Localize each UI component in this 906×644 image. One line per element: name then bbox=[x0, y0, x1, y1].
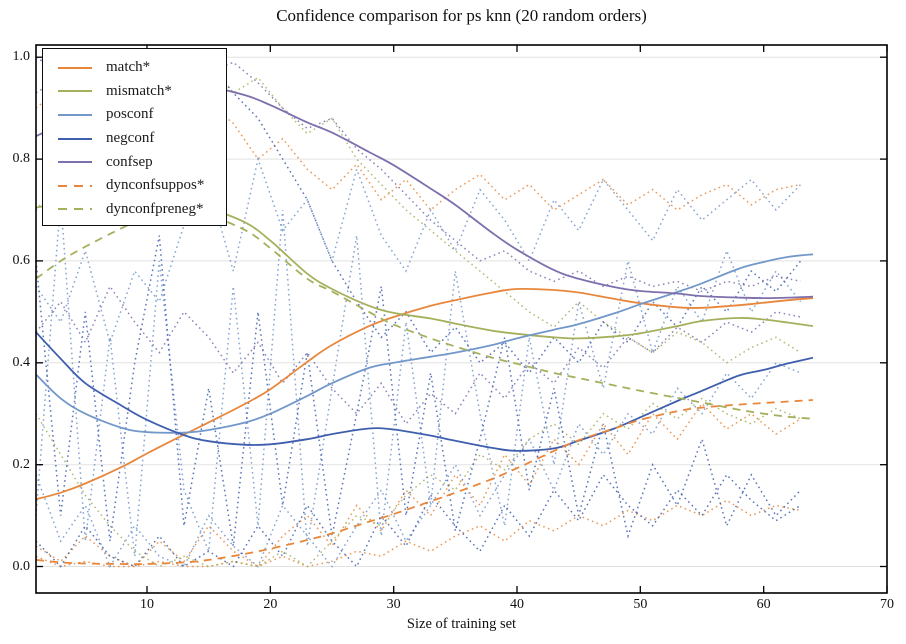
chart-title: Confidence comparison for ps knn (20 ran… bbox=[276, 6, 647, 25]
legend-line-sample bbox=[58, 90, 92, 93]
envelope-line-mismatch*-min bbox=[35, 397, 801, 568]
legend-entry-mismatch: mismatch* bbox=[58, 80, 226, 104]
x-tick-label: 30 bbox=[386, 597, 401, 612]
series-line-negconf bbox=[35, 331, 814, 452]
legend-line-sample bbox=[58, 184, 92, 187]
envelope-line-negconf-run bbox=[35, 235, 802, 547]
legend-label: posconf bbox=[106, 106, 154, 123]
envelope-line-match*-run bbox=[35, 402, 802, 568]
legend-line-sample bbox=[58, 66, 92, 69]
legend-label: negconf bbox=[106, 130, 155, 147]
legend-line-sample bbox=[58, 113, 92, 116]
legend-entry-dynconfsuppos: dynconfsuppos* bbox=[58, 174, 226, 198]
x-tick-label: 10 bbox=[140, 597, 154, 612]
y-tick-label: 0.4 bbox=[12, 354, 31, 370]
envelope-line-mismatch*-max bbox=[35, 61, 802, 364]
envelope-line-confsep-max bbox=[35, 56, 801, 293]
x-tick-label: 20 bbox=[263, 597, 278, 612]
y-tick-label: 1.0 bbox=[12, 49, 31, 65]
envelope-line-negconf-min bbox=[35, 473, 802, 568]
y-tick-label: 0.6 bbox=[12, 252, 31, 268]
envelope-line-match*-min bbox=[35, 499, 801, 568]
envelope-line-posconf-run bbox=[35, 199, 802, 557]
x-tick-label: 50 bbox=[633, 597, 648, 612]
legend-line-sample bbox=[58, 161, 92, 164]
x-tick-label: 40 bbox=[510, 597, 524, 612]
legend-entry-match: match* bbox=[58, 56, 226, 80]
legend-label: confsep bbox=[106, 153, 153, 170]
legend-entry-negconf: negconf bbox=[58, 127, 226, 151]
legend-line-sample bbox=[58, 137, 92, 140]
y-tick-label: 0.8 bbox=[12, 151, 31, 167]
legend-entry-posconf: posconf bbox=[58, 103, 226, 127]
axes-spines bbox=[35, 44, 888, 594]
y-tick-label: 0.0 bbox=[12, 558, 31, 574]
series-line-dynconfpreneg bbox=[35, 210, 814, 420]
envelope-line-posconf-min bbox=[35, 361, 801, 569]
y-tick-label: 0.2 bbox=[12, 456, 31, 472]
series-line-dynconfsuppos bbox=[35, 399, 814, 566]
series-line-match bbox=[35, 287, 814, 501]
legend-label: dynconfpreneg* bbox=[106, 200, 204, 217]
legend-label: mismatch* bbox=[106, 82, 172, 99]
series-line-posconf bbox=[35, 253, 814, 434]
legend: match* mismatch* posconf negconf confsep… bbox=[42, 48, 227, 226]
x-tick-label: 60 bbox=[756, 597, 771, 612]
legend-entry-dynconfpreneg: dynconfpreneg* bbox=[58, 198, 226, 222]
legend-label: dynconfsuppos* bbox=[106, 177, 205, 194]
legend-line-sample bbox=[58, 208, 92, 211]
x-axis-label: Size of training set bbox=[406, 616, 517, 632]
x-tick-label: 70 bbox=[880, 597, 894, 612]
legend-entry-confsep: confsep bbox=[58, 150, 226, 174]
legend-label: match* bbox=[106, 59, 151, 76]
